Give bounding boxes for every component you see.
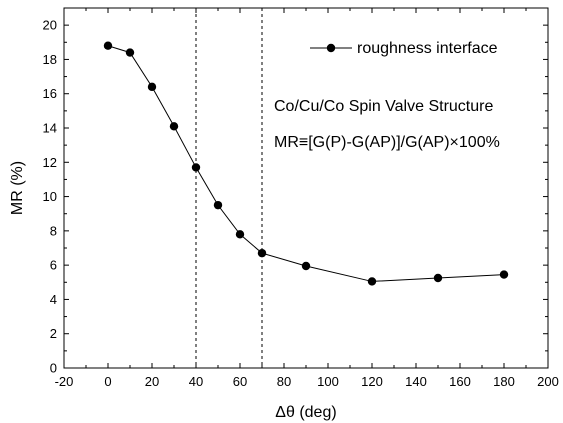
data-point xyxy=(433,273,443,283)
x-tick-label: 100 xyxy=(317,374,339,389)
x-axis-title: Δθ (deg) xyxy=(275,404,336,421)
data-point xyxy=(125,48,135,57)
reference-lines xyxy=(195,8,263,368)
data-point xyxy=(301,261,311,271)
x-tick-label: 120 xyxy=(361,374,383,389)
y-tick-label: 0 xyxy=(50,361,57,376)
x-tick-label: -20 xyxy=(55,374,74,389)
data-point xyxy=(213,200,223,210)
series-line xyxy=(107,45,505,282)
data-point xyxy=(257,248,267,258)
x-tick-label: 140 xyxy=(405,374,427,389)
y-tick-label: 16 xyxy=(43,86,57,101)
y-tick-label: 12 xyxy=(43,155,57,170)
series-layer xyxy=(103,41,509,286)
x-tick-label: 0 xyxy=(104,374,111,389)
y-tick-label: 8 xyxy=(50,223,57,238)
y-axis-ticks: 0 2 4 6 8 10 12 14 16 18 20 xyxy=(43,18,548,376)
x-tick-label: 20 xyxy=(145,374,159,389)
data-point xyxy=(191,163,201,172)
x-tick-label: 40 xyxy=(189,374,203,389)
data-point xyxy=(499,270,509,279)
annotation-structure: Co/Cu/Co Spin Valve Structure xyxy=(274,98,493,115)
annotation-formula: MR≡[G(P)-G(AP)]/G(AP)×100% xyxy=(274,134,500,151)
data-point xyxy=(235,230,245,239)
x-tick-label: 180 xyxy=(493,374,515,389)
y-tick-label: 2 xyxy=(50,326,57,341)
legend-label: roughness interface xyxy=(357,40,498,57)
legend: roughness interface xyxy=(310,40,498,57)
x-axis-ticks: -20 0 20 40 60 80 100 120 140 160 180 200 xyxy=(55,8,559,389)
x-tick-label: 160 xyxy=(449,374,471,389)
legend-marker-sample xyxy=(326,43,336,53)
x-tick-label: 60 xyxy=(233,374,247,389)
y-tick-label: 6 xyxy=(50,258,57,273)
data-point xyxy=(103,41,113,50)
y-tick-label: 10 xyxy=(43,189,57,204)
y-tick-label: 18 xyxy=(43,52,57,67)
y-axis-title: MR (%) xyxy=(9,161,26,215)
y-tick-label: 4 xyxy=(50,292,57,307)
data-point xyxy=(147,82,157,92)
data-point xyxy=(367,277,377,286)
x-tick-label: 80 xyxy=(277,374,291,389)
x-tick-label: 200 xyxy=(537,374,559,389)
y-tick-label: 20 xyxy=(43,18,57,33)
y-tick-label: 14 xyxy=(43,121,57,136)
data-point xyxy=(169,122,179,131)
